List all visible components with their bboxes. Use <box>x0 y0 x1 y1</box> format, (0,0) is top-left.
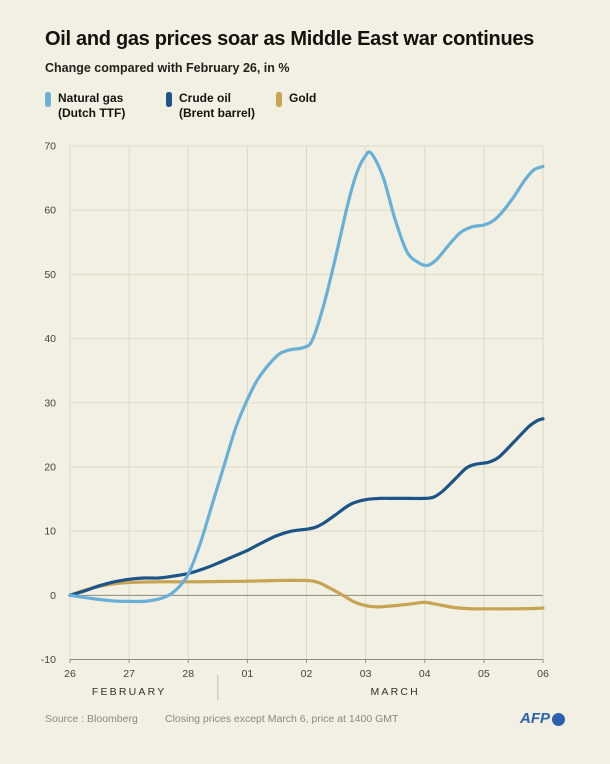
legend-label-natural-gas: Natural gas (Dutch TTF) <box>58 91 125 121</box>
legend-label-crude-oil: Crude oil (Brent barrel) <box>179 91 255 121</box>
y-axis-tick-label: 30 <box>44 397 56 409</box>
legend-item-gold: Gold <box>276 91 316 107</box>
source-credit: Source : Bloomberg <box>45 713 138 725</box>
legend-label-line1: Crude oil <box>179 91 232 105</box>
x-axis-tick-label: 02 <box>301 668 313 680</box>
page-title: Oil and gas prices soar as Middle East w… <box>45 28 535 50</box>
y-axis-tick-label: -10 <box>41 654 56 666</box>
legend-label-line1: Natural gas <box>58 91 124 105</box>
x-axis-tick-label: 06 <box>537 668 549 680</box>
y-axis-tick-label: 70 <box>44 141 56 153</box>
y-axis-tick-label: 10 <box>44 526 56 538</box>
y-axis-tick-label: 60 <box>44 205 56 217</box>
x-axis-tick-label: 05 <box>478 668 490 680</box>
chart-subtitle: Change compared with February 26, in % <box>45 61 290 75</box>
series-line-natural-gas-dutch-ttf <box>68 150 545 604</box>
x-axis-tick-label: 03 <box>360 668 372 680</box>
month-label: FEBRUARY <box>92 686 167 698</box>
afp-logo-text: AFP <box>520 710 550 727</box>
legend-label-line2: (Brent barrel) <box>179 106 256 120</box>
series-line-crude-oil-brent-barrel <box>68 417 545 597</box>
x-axis-tick-label: 01 <box>242 668 254 680</box>
legend-label-line1: Gold <box>289 91 317 105</box>
series-line-gold <box>68 578 545 611</box>
legend: Natural gas (Dutch TTF) Crude oil (Brent… <box>45 91 316 121</box>
afp-logo-circle-icon <box>552 713 565 726</box>
month-label: MARCH <box>370 686 420 698</box>
natural-gas-swatch-icon <box>45 92 51 107</box>
y-axis-tick-label: 0 <box>50 590 56 602</box>
x-axis-tick-label: 26 <box>64 668 76 680</box>
legend-item-natural-gas: Natural gas (Dutch TTF) <box>45 91 166 121</box>
y-axis-tick-label: 40 <box>44 333 56 345</box>
legend-label-gold: Gold <box>289 91 316 106</box>
x-axis-tick-label: 27 <box>123 668 135 680</box>
x-axis-tick-label: 04 <box>419 668 431 680</box>
y-axis-tick-label: 50 <box>44 269 56 281</box>
afp-logo: AFP <box>520 710 565 727</box>
x-axis-tick-label: 28 <box>182 668 194 680</box>
legend-label-line2: (Dutch TTF) <box>58 106 126 120</box>
gold-swatch-icon <box>276 92 282 107</box>
y-axis-tick-label: 20 <box>44 461 56 473</box>
legend-item-crude-oil: Crude oil (Brent barrel) <box>166 91 276 121</box>
footer-note: Closing prices except March 6, price at … <box>165 713 399 725</box>
crude-oil-swatch-icon <box>166 92 172 107</box>
